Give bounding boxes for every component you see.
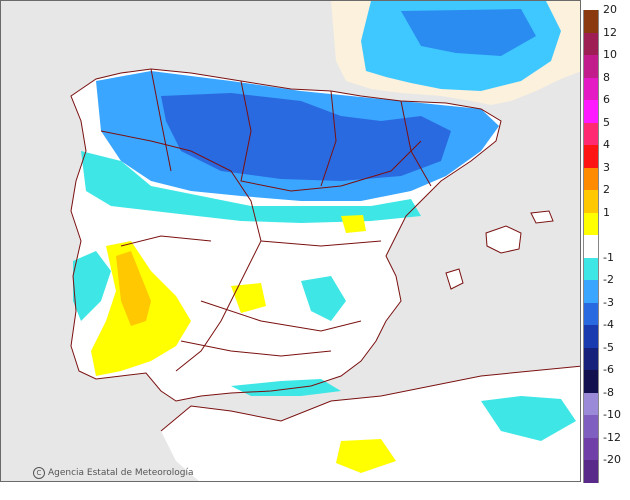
legend-swatch	[583, 415, 599, 438]
legend-label: 20	[603, 3, 617, 16]
legend-swatch	[583, 235, 599, 258]
legend-swatch	[583, 10, 599, 33]
legend-swatch	[583, 302, 599, 325]
legend-label: 5	[603, 115, 610, 129]
color-legend: 20 12 10 8 6 5 4 3 2 1 -1 -2 -3 -4 -5 -6 -8 -10 -12 -20	[583, 4, 630, 483]
legend-swatch	[583, 212, 599, 235]
legend-swatch	[583, 437, 599, 460]
legend-label: 2	[603, 183, 610, 196]
legend-label: -1	[603, 250, 614, 264]
legend-label: -2	[603, 273, 614, 286]
legend-label: -10	[603, 408, 621, 421]
legend-swatch	[583, 392, 599, 415]
legend-swatch	[583, 325, 599, 348]
france-blue-dark	[401, 9, 536, 56]
anomaly-map: C Agencia Estatal de Meteorología	[0, 0, 581, 482]
north-cold-core	[161, 93, 451, 181]
warm-africa	[336, 439, 396, 473]
legend-swatch	[583, 32, 599, 55]
legend-swatch	[583, 167, 599, 190]
region-borders	[70, 68, 580, 432]
copyright-icon: C	[33, 467, 45, 479]
legend-label: 8	[603, 70, 610, 84]
legend-label: -5	[603, 340, 614, 354]
warm-center	[231, 283, 266, 313]
north-cold-light	[81, 151, 421, 223]
legend-label: -20	[603, 453, 621, 466]
legend-label: 12	[603, 25, 617, 39]
legend-swatch	[583, 122, 599, 145]
credit-text: Agencia Estatal de Meteorología	[48, 468, 194, 478]
legend-label: 3	[603, 160, 610, 174]
ibiza	[446, 269, 463, 289]
legend-label: -3	[603, 295, 614, 309]
legend-label: 1	[603, 205, 610, 219]
cyan-patch-west	[73, 251, 111, 321]
legend-swatch	[583, 257, 599, 280]
africa-land	[161, 366, 580, 481]
legend-swatch	[583, 190, 599, 213]
legend-swatch	[583, 100, 599, 123]
legend-label: 10	[603, 48, 617, 61]
legend-swatch	[583, 145, 599, 168]
cyan-patch-southeast	[301, 276, 346, 321]
cyan-patch-africa	[481, 396, 576, 441]
legend-swatch	[583, 280, 599, 303]
legend-label: 6	[603, 93, 610, 106]
legend-swatch	[583, 347, 599, 370]
legend-swatch	[583, 77, 599, 100]
legend-label: -4	[603, 318, 614, 331]
legend-label: -12	[603, 430, 621, 444]
warm-southwest-core	[116, 251, 151, 326]
map-canvas	[1, 1, 580, 481]
legend-swatch	[583, 55, 599, 78]
legend-label: -8	[603, 385, 614, 399]
legend-label: -6	[603, 363, 614, 376]
legend-swatch	[583, 460, 599, 483]
legend-label: 4	[603, 138, 610, 151]
credit-line: C Agencia Estatal de Meteorología	[33, 467, 194, 479]
warm-east	[341, 215, 366, 233]
menorca	[531, 211, 553, 223]
legend-swatch	[583, 370, 599, 393]
mallorca	[486, 226, 521, 253]
